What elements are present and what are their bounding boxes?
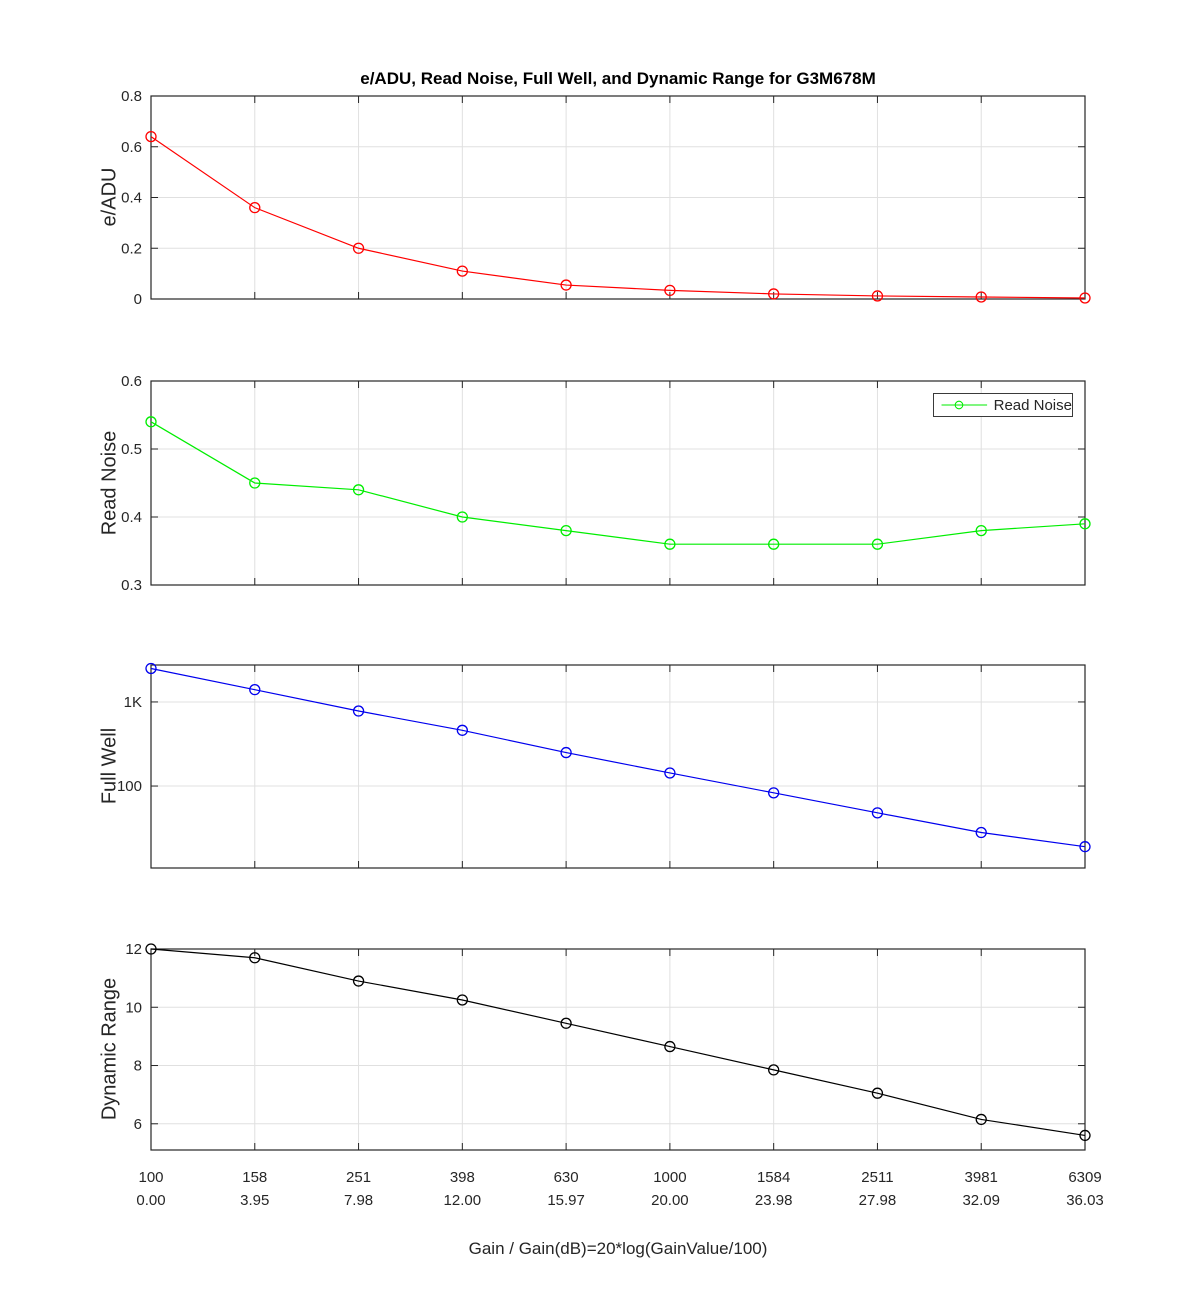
data-point-marker bbox=[1079, 292, 1091, 304]
x-tick-label-db: 32.09 bbox=[962, 1192, 1000, 1209]
data-point-marker bbox=[560, 1017, 572, 1029]
y-tick-label: 1K bbox=[124, 694, 142, 711]
plot-title: e/ADU, Read Noise, Full Well, and Dynami… bbox=[360, 69, 876, 88]
data-point-marker bbox=[975, 291, 987, 303]
y-tick-label: 0.4 bbox=[121, 190, 142, 207]
legend-marker-icon bbox=[941, 400, 988, 410]
x-tick-label-gain: 1584 bbox=[757, 1169, 790, 1186]
data-point-marker bbox=[560, 279, 572, 291]
axis-frame bbox=[150, 380, 1086, 586]
data-point-marker bbox=[871, 290, 884, 302]
y-tick-label: 0.8 bbox=[121, 88, 142, 105]
data-point-marker bbox=[249, 952, 261, 964]
data-point-marker bbox=[456, 511, 468, 523]
data-point-marker bbox=[352, 705, 365, 717]
ylabel-full-well: Full Well bbox=[98, 727, 121, 805]
x-tick-label-gain: 398 bbox=[450, 1169, 475, 1186]
ylabel-eadu: e/ADU bbox=[98, 167, 121, 227]
data-point-marker bbox=[664, 1040, 676, 1053]
data-point-marker bbox=[145, 662, 157, 675]
y-tick-label: 0.3 bbox=[121, 577, 142, 594]
data-point-marker bbox=[352, 242, 365, 254]
data-point-marker bbox=[768, 288, 780, 300]
data-point-marker bbox=[249, 477, 261, 489]
data-point-marker bbox=[975, 524, 987, 537]
y-tick-label: 8 bbox=[134, 1058, 142, 1075]
data-point-marker bbox=[768, 1064, 780, 1076]
x-tick-label-gain: 3981 bbox=[965, 1169, 998, 1186]
x-tick-label-db: 15.97 bbox=[547, 1192, 585, 1209]
x-tick-label-gain: 158 bbox=[242, 1169, 267, 1186]
y-tick-label: 0.5 bbox=[121, 441, 142, 458]
data-point-marker bbox=[456, 265, 468, 277]
axis-frame bbox=[150, 948, 1086, 1151]
data-point-marker bbox=[975, 826, 987, 839]
data-point-marker bbox=[456, 994, 468, 1006]
series-line-3 bbox=[150, 948, 1086, 1137]
x-tick-label-db: 7.98 bbox=[344, 1192, 373, 1209]
axis-frame bbox=[150, 664, 1086, 869]
data-point-marker bbox=[249, 201, 261, 214]
data-point-marker bbox=[1079, 518, 1091, 530]
y-tick-label: 0.4 bbox=[121, 509, 142, 526]
data-point-marker bbox=[664, 538, 676, 550]
y-tick-label: 100 bbox=[117, 778, 142, 795]
ylabel-read-noise: Read Noise bbox=[98, 430, 121, 536]
data-point-marker bbox=[664, 284, 676, 297]
data-point-marker bbox=[975, 1113, 987, 1126]
ylabel-dynamic-range: Dynamic Range bbox=[98, 977, 121, 1121]
x-tick-label-gain: 100 bbox=[138, 1169, 163, 1186]
data-point-marker bbox=[560, 746, 572, 759]
y-tick-label: 12 bbox=[125, 941, 142, 958]
x-tick-label-db: 3.95 bbox=[240, 1192, 269, 1209]
series-line-2 bbox=[150, 667, 1086, 848]
x-axis-label: Gain / Gain(dB)=20*log(GainValue/100) bbox=[468, 1239, 768, 1258]
data-point-marker bbox=[145, 943, 157, 955]
data-point-marker bbox=[871, 807, 884, 819]
x-tick-label-db: 27.98 bbox=[859, 1192, 897, 1209]
y-tick-label: 0.6 bbox=[121, 139, 142, 156]
x-tick-label-gain: 630 bbox=[554, 1169, 579, 1186]
data-point-marker bbox=[456, 724, 468, 736]
x-tick-label-gain: 2511 bbox=[861, 1169, 893, 1186]
x-tick-label-db: 20.00 bbox=[651, 1192, 689, 1209]
x-tick-label-gain: 6309 bbox=[1068, 1169, 1101, 1186]
data-point-marker bbox=[768, 538, 780, 550]
data-point-marker bbox=[664, 767, 676, 779]
data-point-marker bbox=[871, 538, 884, 550]
y-tick-label: 0.6 bbox=[121, 373, 142, 390]
x-tick-label-db: 36.03 bbox=[1066, 1192, 1104, 1209]
series-line-0 bbox=[150, 136, 1086, 299]
legend-label: Read Noise bbox=[993, 396, 1072, 414]
data-point-marker bbox=[560, 524, 572, 537]
data-point-marker bbox=[145, 416, 157, 428]
y-tick-label: 0 bbox=[134, 291, 142, 308]
x-tick-label-gain: 251 bbox=[346, 1169, 371, 1186]
data-point-marker bbox=[871, 1087, 884, 1099]
x-tick-label-db: 0.00 bbox=[136, 1192, 165, 1209]
data-point-marker bbox=[1079, 841, 1091, 853]
series-line-1 bbox=[150, 421, 1086, 545]
y-tick-label: 6 bbox=[134, 1116, 142, 1133]
data-point-marker bbox=[145, 130, 157, 143]
data-point-marker bbox=[1079, 1129, 1091, 1142]
data-point-marker bbox=[249, 684, 261, 696]
x-tick-label-gain: 1000 bbox=[653, 1169, 686, 1186]
legend: Read Noise bbox=[933, 393, 1073, 417]
x-tick-label-db: 12.00 bbox=[444, 1192, 482, 1209]
data-point-marker bbox=[352, 484, 365, 496]
y-tick-label: 0.2 bbox=[121, 240, 142, 257]
data-point-marker bbox=[768, 787, 780, 799]
data-point-marker bbox=[352, 975, 365, 987]
x-tick-label-db: 23.98 bbox=[755, 1192, 793, 1209]
y-tick-label: 10 bbox=[125, 999, 142, 1016]
